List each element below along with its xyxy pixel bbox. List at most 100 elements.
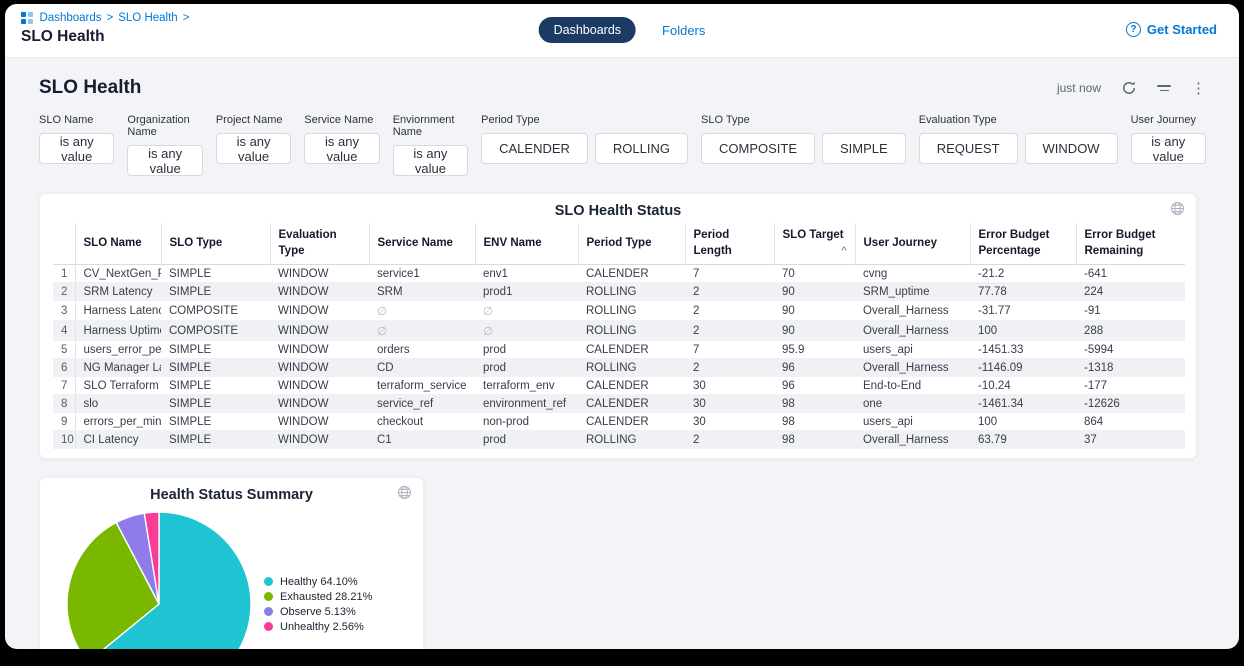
- cell-env-name: prod: [475, 358, 578, 378]
- view-tabs: Dashboards Folders: [538, 17, 706, 43]
- row-number-cell: 4: [53, 320, 75, 342]
- cell-slo-name: NG Manager Latency: [74, 358, 161, 378]
- dashboard-grid-icon: [21, 12, 33, 24]
- filter-period-type: Period Type CALENDER ROLLING: [481, 114, 688, 176]
- cell-error-budget-remaining: -1318: [1076, 358, 1185, 378]
- legend-dot: [264, 592, 273, 602]
- cell-user-journey: users_api: [855, 340, 970, 360]
- cell-error-budget-percentage: -1451.33: [970, 340, 1076, 360]
- cell-slo-type: COMPOSITE: [161, 320, 270, 342]
- cell-slo-name: slo: [74, 394, 161, 414]
- column-header-period-length[interactable]: Period Length: [684, 223, 774, 265]
- cell-user-journey: Overall_Harness: [855, 358, 970, 378]
- filter-value-is-any-value[interactable]: is any value: [304, 133, 380, 164]
- cell-evaluation-type: WINDOW: [270, 430, 369, 450]
- column-header-slo-name[interactable]: SLO Name: [74, 223, 161, 265]
- filter-label: User Journey: [1130, 114, 1196, 126]
- cell-error-budget-percentage: -10.24: [970, 376, 1076, 396]
- filter-value-is-any-value[interactable]: is any value: [1130, 133, 1206, 164]
- cell-period-length: 2: [685, 282, 774, 302]
- cell-slo-type: SIMPLE: [161, 282, 270, 302]
- legend-item-unhealthy[interactable]: Unhealthy 2.56%: [264, 621, 372, 633]
- cell-slo-name: CI Latency: [74, 430, 161, 450]
- column-header-slo-type[interactable]: SLO Type: [160, 223, 270, 265]
- legend-dot: [264, 577, 273, 587]
- cell-period-type: CALENDER: [578, 340, 685, 360]
- cell-period-type: ROLLING: [578, 430, 685, 450]
- cell-slo-target: 98: [774, 430, 855, 450]
- column-header-evaluation-type[interactable]: Evaluation Type: [269, 223, 369, 265]
- filter-value-is-any-value[interactable]: is any value: [127, 145, 203, 176]
- table-title: SLO Health Status: [554, 203, 682, 219]
- column-header-user-journey[interactable]: User Journey: [854, 223, 970, 265]
- column-header-env-name[interactable]: ENV Name: [474, 223, 578, 265]
- cell-slo-target: 70: [774, 264, 855, 284]
- slo-health-status-card: SLO Health Status SLO Name SLO Type Evalua…: [39, 193, 1197, 460]
- last-refreshed-label: just now: [1056, 81, 1101, 95]
- breadcrumb-dashboards[interactable]: Dashboards: [39, 12, 102, 24]
- cell-period-length: 30: [685, 376, 774, 396]
- cell-slo-target: 90: [774, 320, 855, 342]
- filter-value-is-any-value[interactable]: is any value: [392, 145, 469, 176]
- filter-value-request[interactable]: REQUEST: [918, 133, 1018, 164]
- filter-value-simple[interactable]: SIMPLE: [822, 133, 906, 164]
- table-header-row: SLO Name SLO Type Evaluation Type Service N…: [53, 223, 1185, 265]
- cell-evaluation-type: WINDOW: [270, 340, 369, 360]
- pie-slice-exhausted[interactable]: [66, 521, 160, 649]
- column-header-slo-target[interactable]: SLO Target ^: [773, 223, 855, 265]
- cell-user-journey: Overall_Harness: [855, 300, 970, 322]
- filter-value-window[interactable]: WINDOW: [1024, 133, 1118, 164]
- legend-label: Exhausted 28.21%: [280, 590, 373, 603]
- cell-error-budget-remaining: -641: [1076, 264, 1185, 284]
- column-header-period-type[interactable]: Period Type: [577, 223, 685, 265]
- cell-slo-target: 96: [774, 376, 855, 396]
- table-row: 9 errors_per_min SIMPLE WINDOW checkout non-p…: [53, 412, 1185, 432]
- cell-slo-name: SRM Latency: [74, 282, 161, 302]
- legend-label: Healthy 64.10%: [280, 575, 358, 588]
- cell-slo-type: SIMPLE: [161, 264, 270, 284]
- pie-slice-unhealthy[interactable]: [143, 511, 160, 605]
- cell-user-journey: Overall_Harness: [855, 430, 970, 450]
- row-number-cell: 7: [53, 376, 75, 396]
- filter-value-is-any-value[interactable]: is any value: [39, 133, 115, 164]
- cell-error-budget-remaining: -91: [1076, 300, 1185, 322]
- filter-value-calender[interactable]: CALENDER: [481, 133, 588, 164]
- breadcrumb-slo-health[interactable]: SLO Health: [118, 12, 178, 24]
- pie-slice-healthy[interactable]: [88, 511, 252, 649]
- cell-service-name: SRM: [369, 282, 475, 302]
- row-number-cell: 3: [53, 300, 75, 322]
- cell-env-name: prod: [475, 430, 578, 450]
- refresh-icon[interactable]: [1121, 80, 1137, 96]
- globe-icon[interactable]: [1170, 201, 1185, 221]
- pie-chart: [66, 511, 252, 649]
- cell-user-journey: Overall_Harness: [855, 320, 970, 342]
- filter-label: Project Name: [215, 114, 283, 126]
- filter-value-is-any-value[interactable]: is any value: [215, 133, 292, 164]
- cell-period-type: CALENDER: [578, 394, 685, 414]
- cell-slo-type: SIMPLE: [161, 358, 270, 378]
- legend-item-healthy[interactable]: Healthy 64.10%: [264, 576, 372, 588]
- cell-service-name: service_ref: [369, 394, 475, 414]
- cell-slo-type: SIMPLE: [161, 340, 270, 360]
- legend-item-exhausted[interactable]: Exhausted 28.21%: [264, 591, 372, 603]
- column-header-service-name[interactable]: Service Name: [368, 223, 475, 265]
- tab-dashboards[interactable]: Dashboards: [538, 17, 637, 43]
- cell-evaluation-type: WINDOW: [270, 320, 369, 342]
- cell-period-length: 7: [685, 264, 774, 284]
- more-options-icon[interactable]: ⋮: [1191, 80, 1206, 97]
- column-header-error-budget-remaining[interactable]: Error Budget Remaining: [1075, 223, 1185, 265]
- globe-icon[interactable]: [397, 485, 412, 505]
- filter-slo-type: SLO Type COMPOSITE SIMPLE: [700, 114, 906, 176]
- cell-slo-name: users_error_per_min: [74, 340, 161, 360]
- filter-icon[interactable]: [1157, 84, 1171, 92]
- filter-value-rolling[interactable]: ROLLING: [594, 133, 688, 164]
- tab-folders[interactable]: Folders: [662, 22, 706, 38]
- cell-error-budget-remaining: -5994: [1076, 340, 1185, 360]
- breadcrumb-separator: >: [106, 12, 114, 24]
- legend-item-observe[interactable]: Observe 5.13%: [264, 606, 372, 618]
- column-header-error-budget-percentage[interactable]: Error Budget Percentage: [969, 223, 1076, 265]
- cell-period-type: ROLLING: [578, 300, 685, 322]
- null-value: ∅: [377, 305, 388, 318]
- get-started-link[interactable]: ? Get Started: [1125, 22, 1217, 37]
- filter-value-composite[interactable]: COMPOSITE: [700, 133, 815, 164]
